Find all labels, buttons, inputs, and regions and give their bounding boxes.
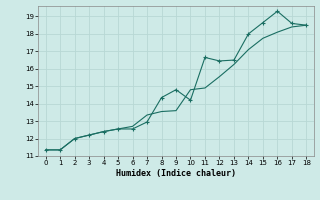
X-axis label: Humidex (Indice chaleur): Humidex (Indice chaleur) bbox=[116, 169, 236, 178]
